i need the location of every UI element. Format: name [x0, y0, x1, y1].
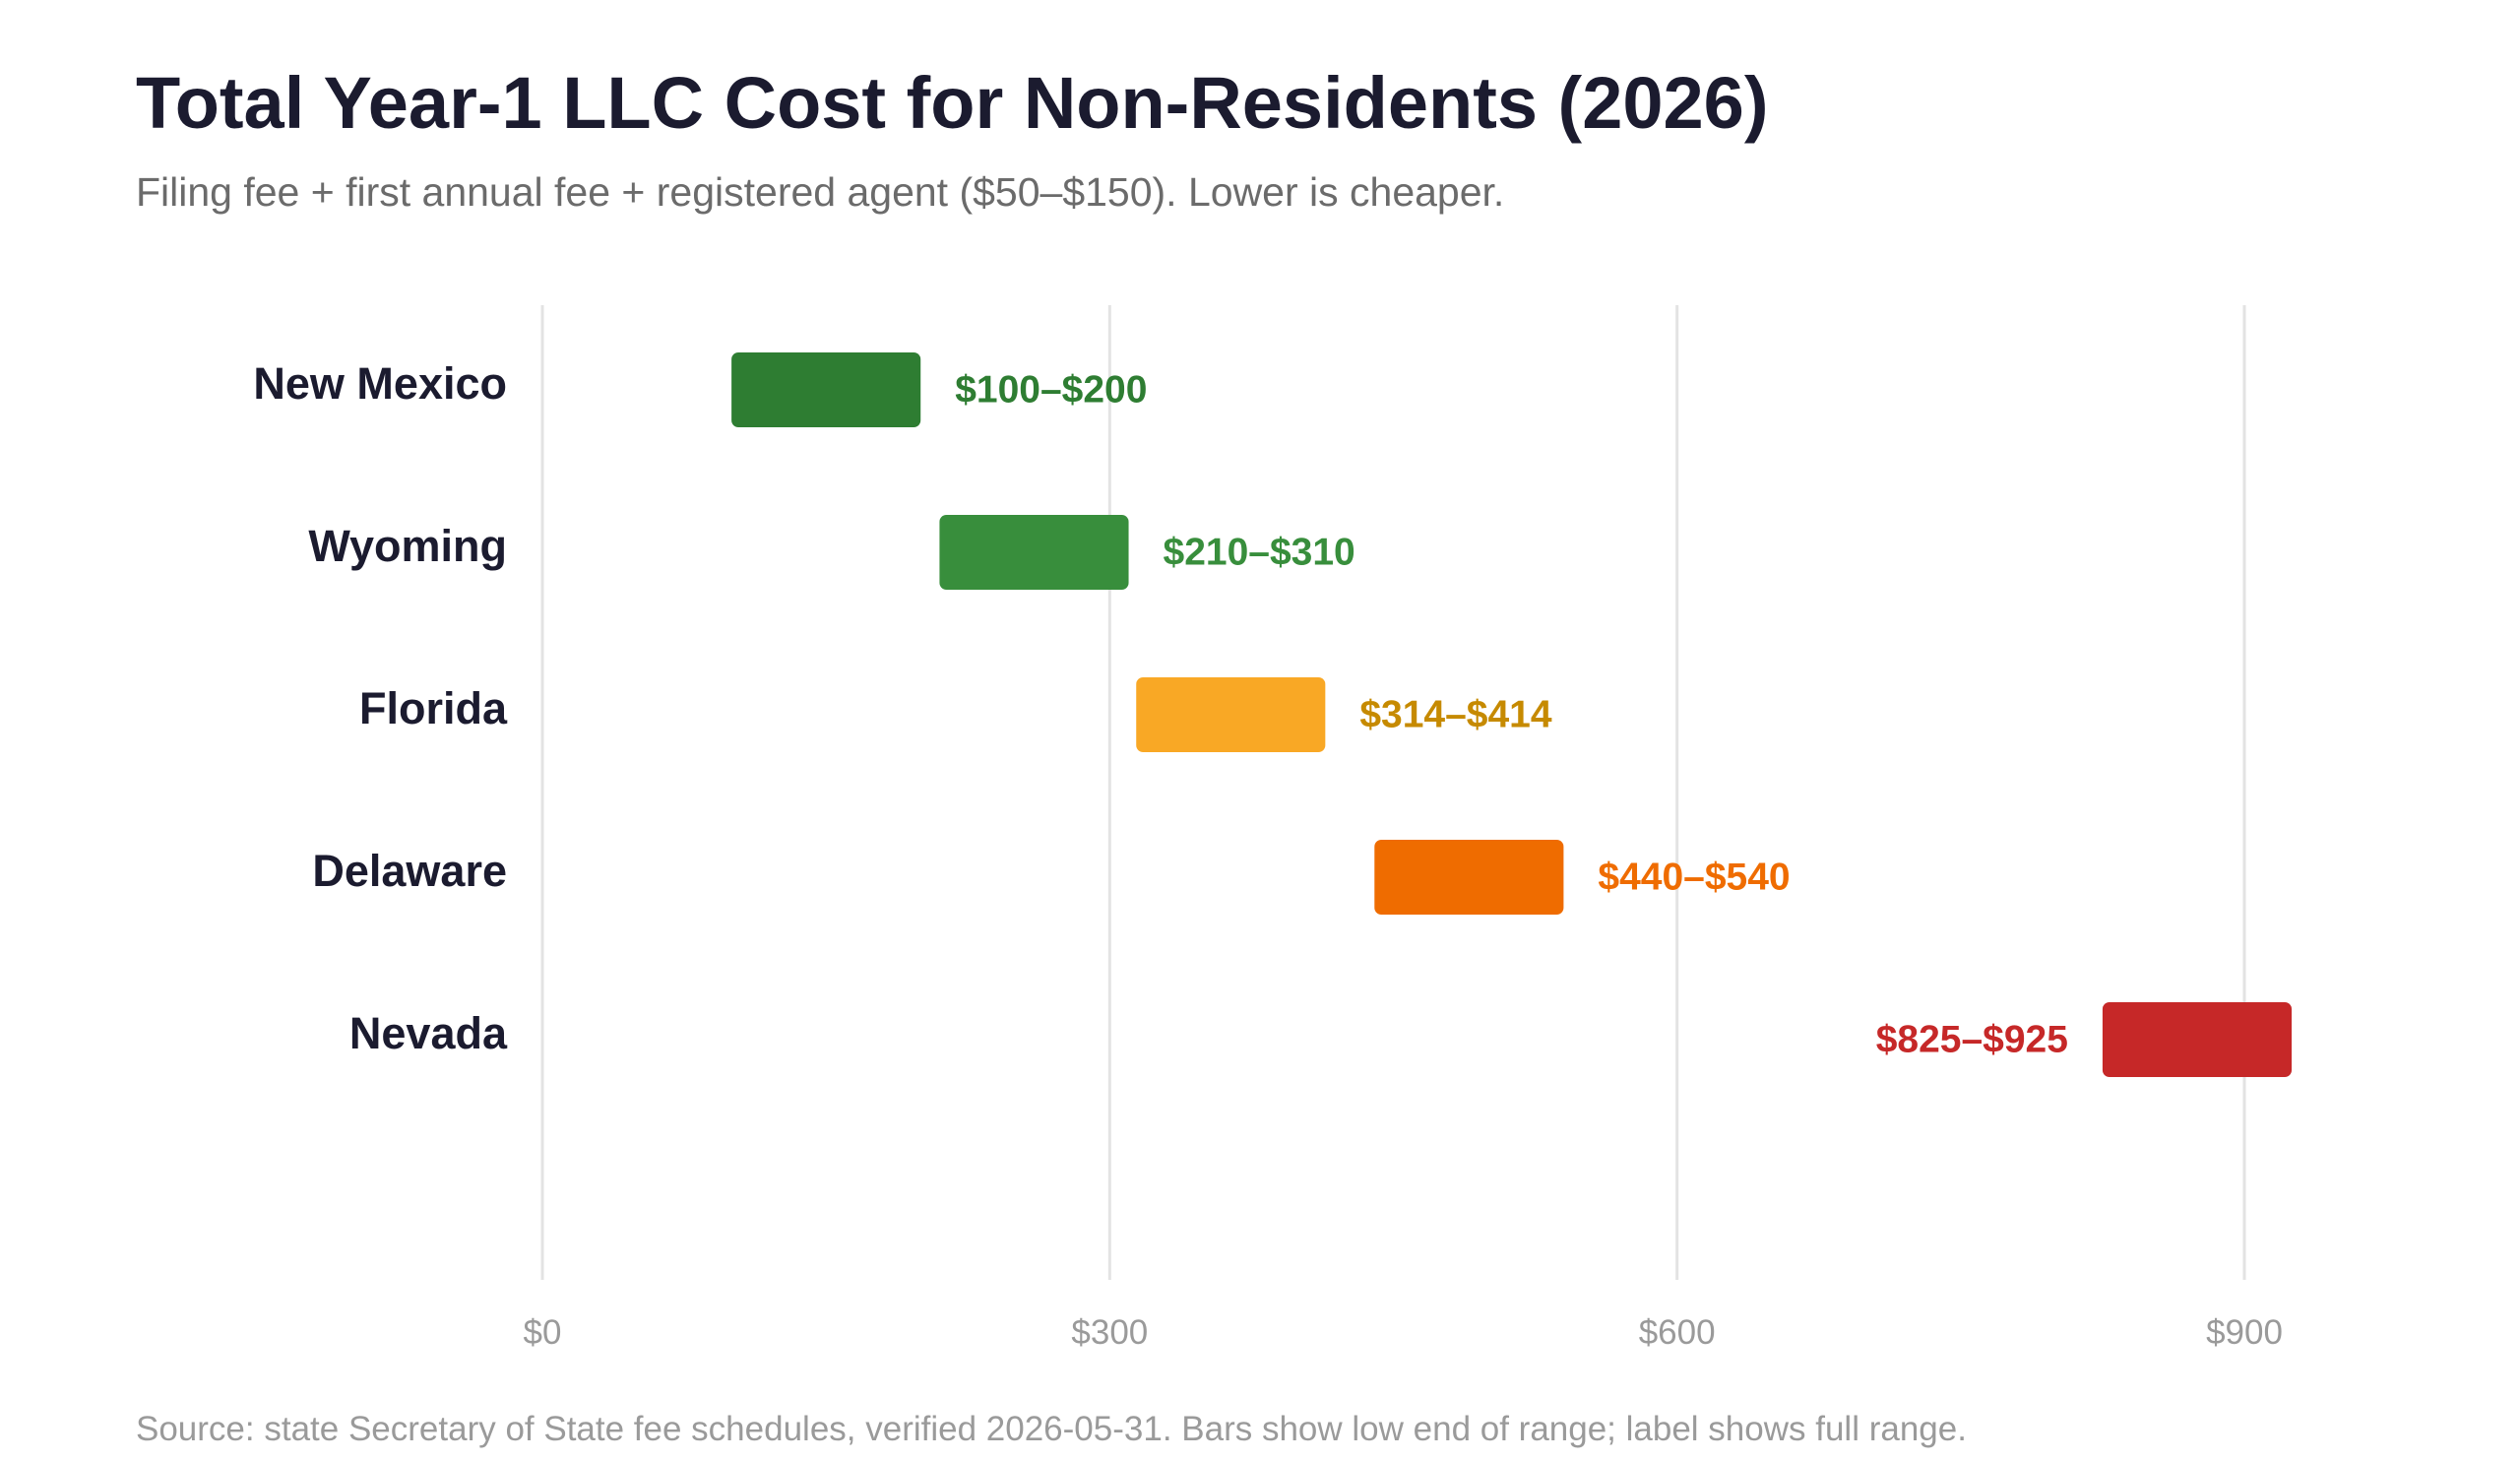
data-label: $100–$200 — [955, 368, 1147, 411]
data-label: $825–$925 — [1876, 1018, 2068, 1060]
chart-subtitle: Filing fee + first annual fee + register… — [136, 169, 1505, 215]
range-bar — [1136, 677, 1326, 752]
range-bar — [939, 515, 1129, 590]
range-bar — [1374, 840, 1564, 915]
range-bar — [731, 352, 921, 427]
range-bar — [2102, 1002, 2293, 1077]
chart-source-note: Source: state Secretary of State fee sch… — [136, 1410, 1967, 1448]
category-label: Nevada — [349, 1008, 508, 1058]
category-label: Wyoming — [308, 521, 507, 571]
chart-title: Total Year-1 LLC Cost for Non-Residents … — [136, 62, 1769, 144]
data-label: $314–$414 — [1359, 693, 1552, 735]
category-label: Florida — [359, 683, 508, 733]
x-tick-label: $900 — [2206, 1313, 2283, 1352]
category-label: New Mexico — [253, 358, 507, 409]
data-label: $210–$310 — [1164, 531, 1355, 573]
x-tick-label: $600 — [1639, 1313, 1716, 1352]
data-label: $440–$540 — [1598, 856, 1790, 898]
x-tick-label: $300 — [1071, 1313, 1148, 1352]
category-label: Delaware — [312, 846, 507, 896]
x-tick-label: $0 — [524, 1313, 562, 1352]
